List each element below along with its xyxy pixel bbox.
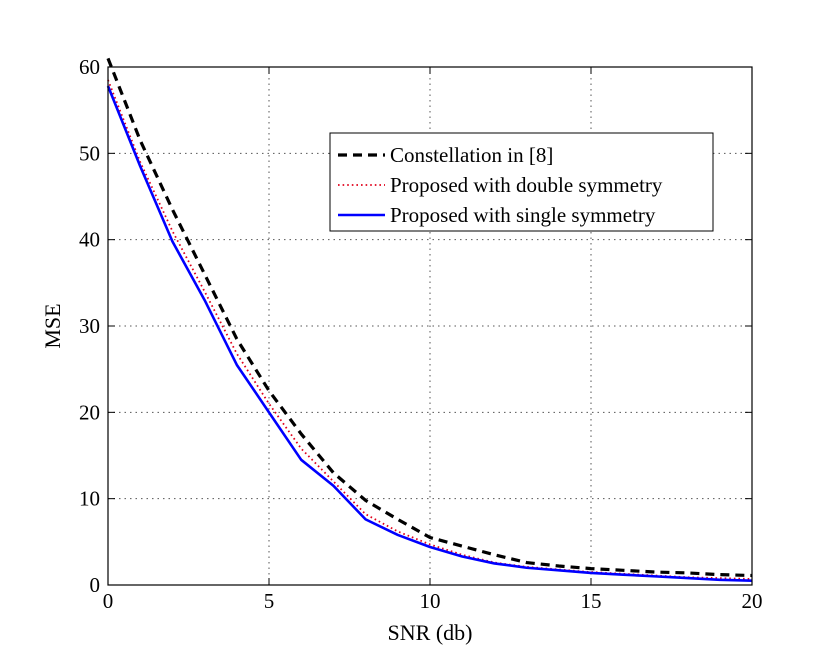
- y-axis-label: MSE: [40, 303, 65, 348]
- x-tick-label: 0: [103, 589, 114, 613]
- y-tick-labels: 0 10 20 30 40 50 60: [79, 55, 100, 597]
- x-tick-label: 20: [742, 589, 763, 613]
- y-tick-label: 0: [90, 573, 101, 597]
- grid: [108, 67, 752, 585]
- legend-label-1: Constellation in [8]: [390, 143, 553, 167]
- y-tick-label: 30: [79, 314, 100, 338]
- series-lines: [106, 57, 753, 582]
- y-tick-label: 60: [79, 55, 100, 79]
- x-axis-label: SNR (db): [388, 620, 473, 645]
- axis-ticks: [107, 66, 753, 586]
- legend-box: [329, 132, 714, 232]
- x-tick-label: 5: [264, 589, 275, 613]
- y-tick-label: 10: [79, 487, 100, 511]
- legend-label-3: Proposed with single symmetry: [390, 203, 656, 227]
- y-tick-label: 40: [79, 228, 100, 252]
- x-tick-label: 15: [581, 589, 602, 613]
- x-tick-label: 10: [420, 589, 441, 613]
- legend: Constellation in [8] Proposed with double…: [329, 132, 714, 232]
- series-line-2: [107, 79, 753, 580]
- legend-label-2: Proposed with double symmetry: [390, 173, 663, 197]
- x-tick-labels: 0 5 10 15 20: [103, 589, 763, 613]
- series-line-3: [106, 85, 753, 582]
- y-tick-label: 50: [79, 141, 100, 165]
- series-line-1: [106, 57, 753, 578]
- y-tick-label: 20: [79, 400, 100, 424]
